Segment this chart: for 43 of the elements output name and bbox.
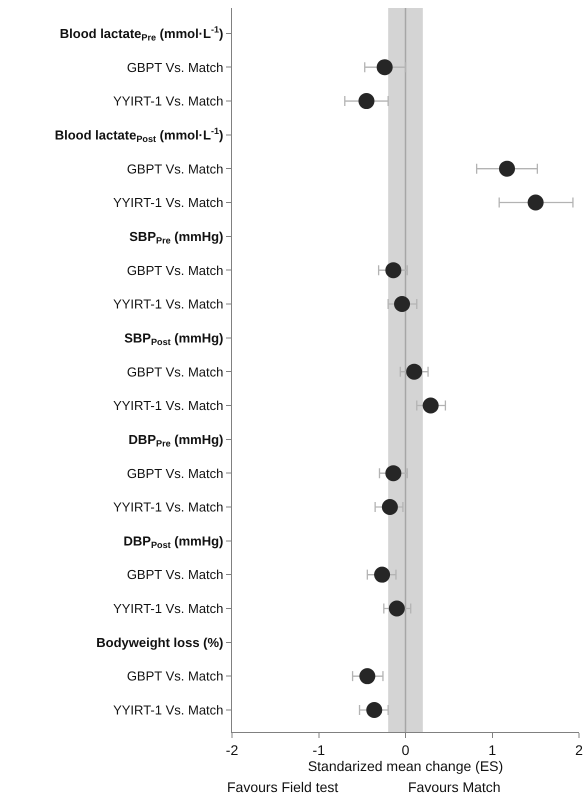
- point: [358, 93, 374, 110]
- x-tick-label: -2: [226, 742, 238, 758]
- point: [499, 160, 515, 177]
- x-tick-label: -1: [312, 742, 326, 758]
- point: [528, 194, 544, 211]
- point: [382, 499, 398, 516]
- y-tick-label: Blood lactate$_{Pre}$ (mmol·L$^{-1}$): [60, 24, 224, 43]
- y-tick-label: YYIRT-1 Vs. Match: [113, 702, 224, 718]
- y-tick-label: YYIRT-1 Vs. Match: [113, 500, 224, 515]
- y-tick-label: YYIRT-1 Vs. Match: [113, 601, 224, 616]
- point: [366, 702, 382, 718]
- x-tick-label: 2: [575, 742, 584, 758]
- y-tick-label: SBP$_{Pre}$ (mmHg): [129, 228, 224, 246]
- y-tick-label: Blood lactate$_{Post}$ (mmol·L$^{-1}$): [54, 126, 224, 144]
- y-tick-label: DBP$_{Pre}$ (mmHg): [128, 432, 224, 449]
- y-tick-label: GBPT Vs. Match: [126, 161, 224, 176]
- y-tick-label: GBPT Vs. Match: [126, 60, 224, 75]
- y-tick-label: SBP$_{Post}$ (mmHg): [124, 330, 224, 348]
- y-tick-label: GBPT Vs. Match: [126, 567, 224, 582]
- y-tick-label: GBPT Vs. Match: [126, 466, 224, 481]
- text: Favours Match: [408, 779, 501, 795]
- point: [385, 465, 402, 482]
- point: [394, 296, 410, 312]
- y-tick-label: YYIRT-1 Vs. Match: [113, 296, 224, 312]
- y-tick-label: YYIRT-1 Vs. Match: [113, 195, 224, 210]
- y-tick-label: GBPT Vs. Match: [126, 668, 224, 684]
- text: Favours Field test: [227, 779, 338, 795]
- y-tick-label: GBPT Vs. Match: [126, 262, 224, 278]
- point: [374, 566, 390, 583]
- y-tick-label: GBPT Vs. Match: [126, 364, 224, 380]
- x-tick-label: 1: [488, 742, 496, 758]
- x-axis-title: Standarized mean change (ES): [308, 758, 504, 774]
- point: [385, 262, 402, 278]
- point: [422, 398, 439, 414]
- y-tick-label: DBP$_{Post}$ (mmHg): [124, 533, 224, 550]
- y-tick-label: YYIRT-1 Vs. Match: [113, 398, 224, 414]
- y-tick-label: Bodyweight loss (%): [96, 634, 224, 650]
- point: [406, 364, 422, 380]
- point: [359, 668, 376, 684]
- point: [376, 59, 393, 76]
- point: [388, 600, 405, 617]
- x-tick-label: 0: [402, 742, 410, 758]
- y-tick-label: YYIRT-1 Vs. Match: [113, 94, 224, 109]
